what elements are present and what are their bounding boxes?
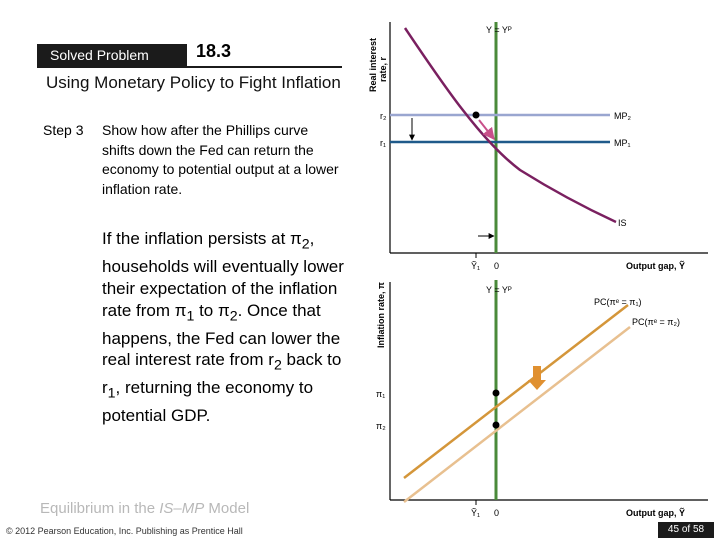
equilibrium-point-r2 — [472, 111, 480, 119]
footer-title-prefix: Equilibrium in the — [40, 500, 160, 517]
body-t1-sub: 2 — [301, 236, 310, 253]
explanation-text: If the inflation persists at π2, househo… — [102, 228, 347, 427]
footer-title: Equilibrium in the IS–MP Model — [40, 500, 249, 517]
top-y-label-2: rate, r — [378, 56, 388, 82]
top-potential-label: Y = Yᴾ — [486, 25, 512, 35]
body-t2-sub: 1 — [186, 307, 195, 324]
r1-label: r₁ — [380, 138, 386, 148]
footer-title-suffix: Model — [204, 500, 250, 517]
inflation-point-pi2 — [492, 421, 500, 429]
body-t5: back to r — [102, 350, 342, 398]
mp1-label: MP₁ — [614, 138, 631, 148]
bottom-graph: Inflation rate, π Y = Yᴾ PC(πᵉ = π₁) PC(… — [376, 280, 708, 518]
step-label: Step 3 — [43, 122, 84, 138]
top-zero-tick: 0 — [494, 261, 499, 271]
bottom-y1-tick: Ỹ₁ — [471, 508, 480, 518]
solved-problem-badge: Solved Problem — [37, 44, 187, 67]
bottom-zero-tick: 0 — [494, 508, 499, 518]
body-t2: , households will eventually lower their… — [102, 229, 344, 320]
mp2-label: MP₂ — [614, 111, 632, 121]
step-text: Show how after the Phillips curve shifts… — [102, 122, 339, 197]
bottom-x-label: Output gap, Ỹ — [626, 508, 685, 518]
pc-shift-arrow — [528, 366, 546, 390]
body-t1: If the inflation persists at π — [102, 229, 302, 248]
body-t5-sub: 1 — [107, 385, 116, 402]
movement-arrow — [478, 119, 495, 140]
badge-number: 18.3 — [196, 41, 232, 61]
is-label: IS — [618, 218, 627, 228]
pc1-line — [403, 304, 629, 479]
footer-title-em: IS–MP — [159, 500, 205, 517]
top-y-label-1: Real interest — [368, 38, 378, 92]
badge-label: Solved Problem — [50, 47, 149, 63]
body-t3: to π — [194, 300, 230, 320]
pi1-label: π₁ — [376, 389, 385, 399]
r2-label: r₂ — [380, 111, 387, 121]
top-y1-tick: Ỹ₁ — [471, 261, 480, 271]
bottom-potential-label: Y = Yᴾ — [486, 285, 512, 295]
body-t4: . Once that happens, the Fed can lower t… — [102, 300, 341, 370]
copyright: © 2012 Pearson Education, Inc. Publishin… — [6, 526, 243, 536]
is-curve — [403, 27, 617, 224]
top-x-label: Output gap, Ỹ — [626, 261, 685, 271]
inflation-point-pi1 — [492, 389, 500, 397]
page-number: 45 of 58 — [658, 522, 714, 538]
header-rule — [37, 66, 342, 68]
pc2-line — [403, 326, 631, 503]
slide-title: Using Monetary Policy to Fight Inflation — [46, 73, 341, 92]
body-t4-sub: 2 — [273, 357, 282, 374]
top-graph: Real interest rate, r Y = Yᴾ r₂ r₁ MP₂ M… — [368, 22, 708, 271]
body-t3-sub: 2 — [229, 307, 238, 324]
pc2-label: PC(πᵉ = π₂) — [632, 317, 680, 327]
body-t6: , returning the economy to potential GDP… — [102, 378, 314, 426]
pi2-label: π₂ — [376, 421, 386, 431]
pc1-label: PC(πᵉ = π₁) — [594, 297, 642, 307]
bottom-y-label: Inflation rate, π — [376, 282, 386, 348]
